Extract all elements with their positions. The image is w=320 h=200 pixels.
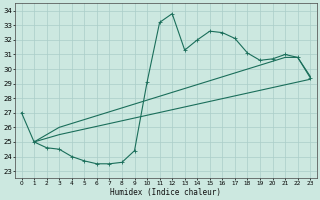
X-axis label: Humidex (Indice chaleur): Humidex (Indice chaleur)	[110, 188, 221, 197]
